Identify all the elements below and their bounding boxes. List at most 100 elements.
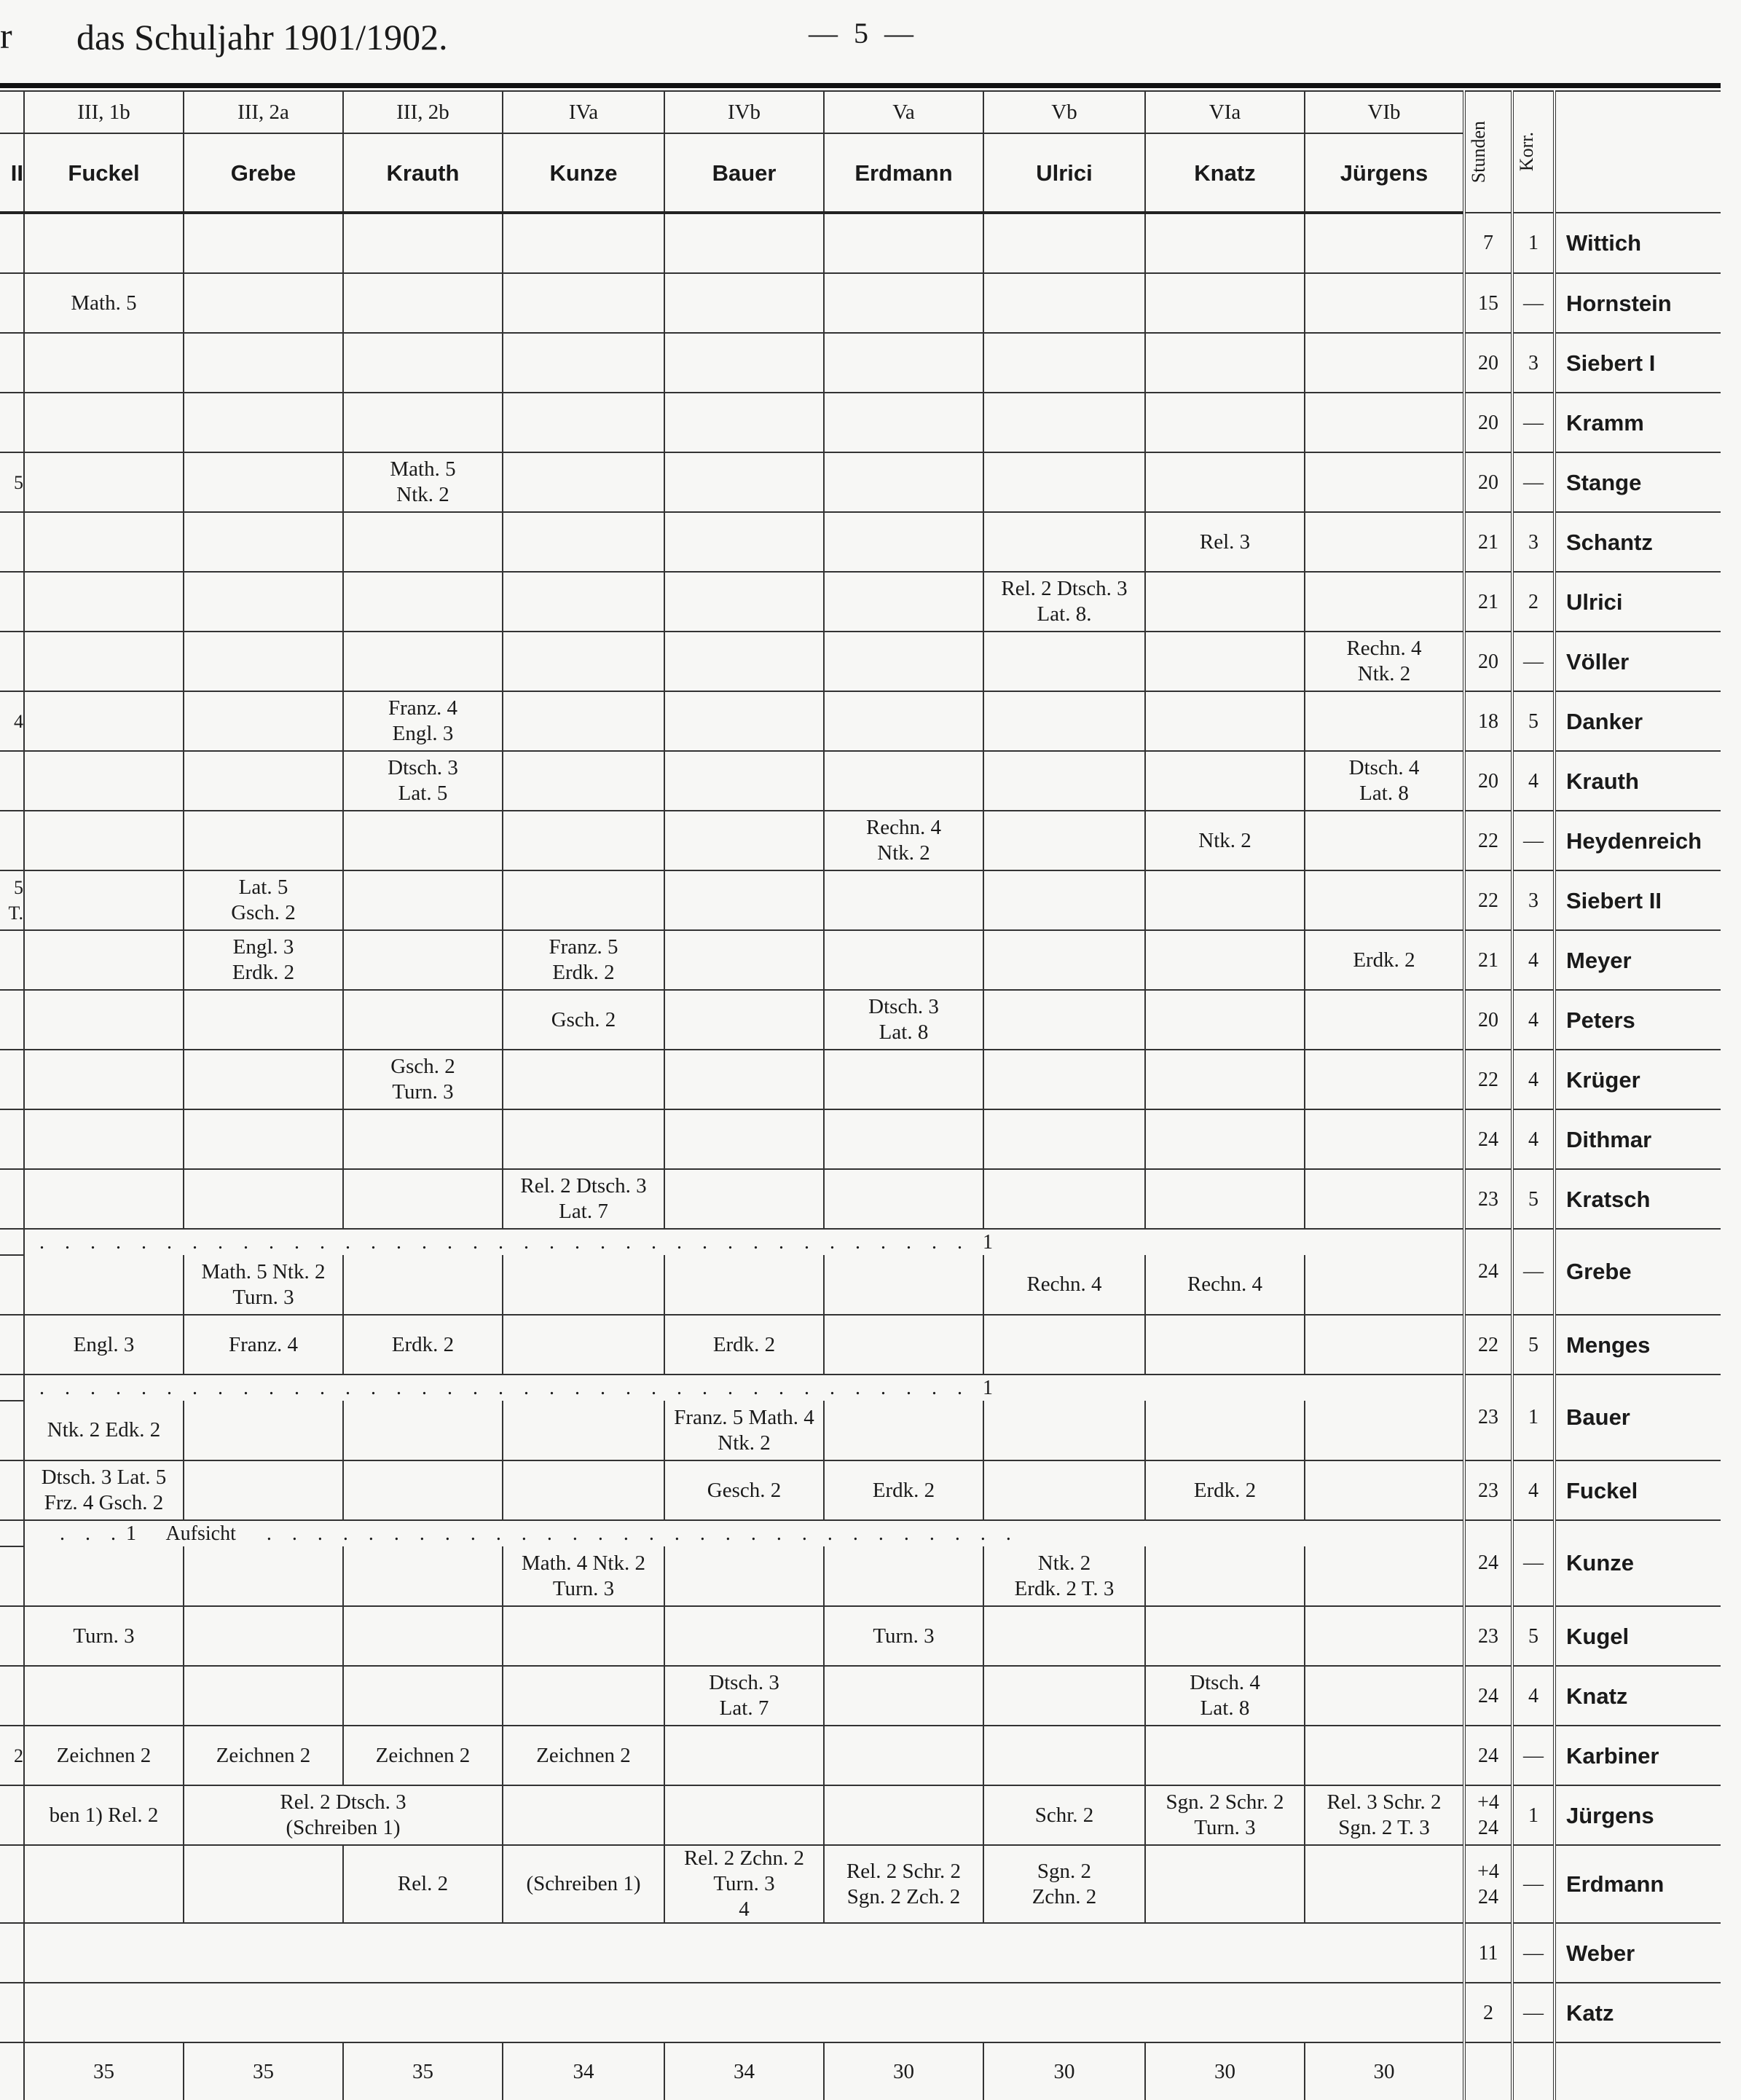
stunden-value: 20 [1463,631,1513,692]
lesson-cell [983,1049,1146,1110]
teacher-row: 5 T. Lat. 5 Gsch. 2 22 3 Siebert II [0,870,1721,931]
korr-value: 4 [1511,1665,1555,1726]
teacher-name: Kunze [1553,1519,1721,1607]
teacher-name: Grebe [1553,1228,1721,1316]
lesson-cell [502,1049,665,1110]
lesson-cell [664,691,825,752]
lesson-cell [23,511,184,573]
lesson-cell [23,810,184,871]
teacher-row: Rel. 2 (Schreiben 1) Rel. 2 Zchn. 2 Turn. … [0,1844,1721,1924]
lesson-cell [983,1605,1146,1667]
lesson-cell [183,1605,344,1667]
lesson-cell [183,1401,344,1461]
lesson-cell [664,571,825,632]
lesson-cell [1304,511,1465,573]
lesson-cell [983,1982,1145,2043]
lesson-cell [502,1785,665,1846]
stunden-value: 22 [1463,810,1513,871]
teacher-row: Math. 4 Ntk. 2 Turn. 3 Ntk. 2 Erdk. 2 T. … [0,1546,1721,1607]
left-fragment [0,1109,25,1170]
teacher-row: 20 3 Siebert I [0,332,1721,393]
stunden-value: 2 [1463,1982,1513,2043]
lesson-cell [983,511,1146,573]
teacher-name: Wittich [1553,212,1721,274]
stunden-value: 23 [1463,1460,1513,1521]
left-fragment [0,989,25,1050]
lesson-cell [823,929,984,991]
lesson-cell [983,810,1146,871]
teacher-name: Dithmar [1553,1109,1721,1170]
lesson-cell [1304,870,1465,931]
lesson-cell [502,750,665,811]
teacher-name: Siebert I [1553,332,1721,393]
lesson-cell [183,1546,344,1607]
stunden-value: 24 [1463,1109,1513,1170]
lesson-cell: Math. 5 Ntk. 2 [342,452,503,513]
lesson-cell [342,1168,503,1230]
dotted-separator: . . . . . . . . . . . . . . . . . . . . … [24,1374,1464,1401]
lesson-cell [1304,989,1465,1050]
lesson-cell [823,511,984,573]
korr-value: 4 [1511,750,1555,811]
lesson-cell: Ntk. 2 Erdk. 2 T. 3 [983,1546,1146,1607]
lesson-cell [664,1255,825,1316]
lesson-cell [23,212,184,274]
lesson-cell [1144,1314,1305,1375]
teacher-row: Dtsch. 3 Lat. 5 Frz. 4 Gsch. 2 Gesch. 2 Er… [0,1460,1721,1521]
lesson-cell [502,810,665,871]
class-header: III, 2b [342,90,503,134]
lesson-cell [823,1314,984,1375]
class-total: 30 [1304,2042,1465,2100]
class-header: Va [823,90,984,134]
left-fragment [0,750,25,811]
lesson-cell [983,1460,1146,1521]
lesson-cell [24,1922,184,1983]
lesson-cell [1144,1725,1305,1786]
korr-value: — [1511,1982,1555,2043]
lesson-cell [823,1401,984,1461]
class-teacher: Grebe [183,133,344,214]
stunden-header: Stunden [1463,90,1513,213]
lesson-cell [342,989,503,1050]
left-fragment [0,1519,25,1547]
lesson-cell [343,1922,503,1983]
left-fragment [0,929,25,991]
teacher-row: Dtsch. 3 Lat. 5 Dtsch. 4 Lat. 8 20 4 Krauth [0,750,1721,811]
lesson-cell [1144,1605,1305,1667]
korr-value: 1 [1511,1785,1555,1846]
dotted-separator-row: . . . . . . . . . . . . . . . . . . . . … [0,1228,1721,1316]
class-total: 30 [823,2042,984,2100]
lesson-cell [1144,272,1305,334]
totals-row: 35 35 35 34 34 30 30 30 30 [0,2042,1721,2100]
name-header [1553,90,1721,213]
left-fragment [0,212,25,274]
stunden-value: 20 [1463,332,1513,393]
stunden-value: 23 [1463,1168,1513,1230]
lesson-cell [502,452,665,513]
lesson-cell: Erdk. 2 [1304,929,1465,991]
lesson-cell [983,1665,1146,1726]
lesson-cell [664,1049,825,1110]
teacher-name: Schantz [1553,511,1721,573]
lesson-cell [183,1665,344,1726]
lesson-cell: Franz. 4 Engl. 3 [342,691,503,752]
lesson-cell [664,212,825,274]
teacher-row: Engl. 3 Franz. 4 Erdk. 2 Erdk. 2 22 5 Menges [0,1314,1721,1375]
teacher-name: Karbiner [1553,1725,1721,1786]
lesson-cell [342,929,503,991]
lesson-cell [23,1168,184,1230]
lesson-cell [502,631,665,692]
korr-value: — [1511,272,1555,334]
stunden-total [1463,2042,1513,2100]
teacher-name: Stange [1553,452,1721,513]
lesson-cell [823,750,984,811]
lesson-cell [983,631,1146,692]
lesson-cell [1305,1982,1464,2043]
left-fragment [0,810,25,871]
lesson-cell [23,571,184,632]
lesson-cell [823,691,984,752]
lesson-cell [664,1922,824,1983]
lesson-cell [983,1401,1146,1461]
lesson-cell: Dtsch. 3 Lat. 5 [342,750,503,811]
lesson-cell: Gsch. 2 [502,989,665,1050]
